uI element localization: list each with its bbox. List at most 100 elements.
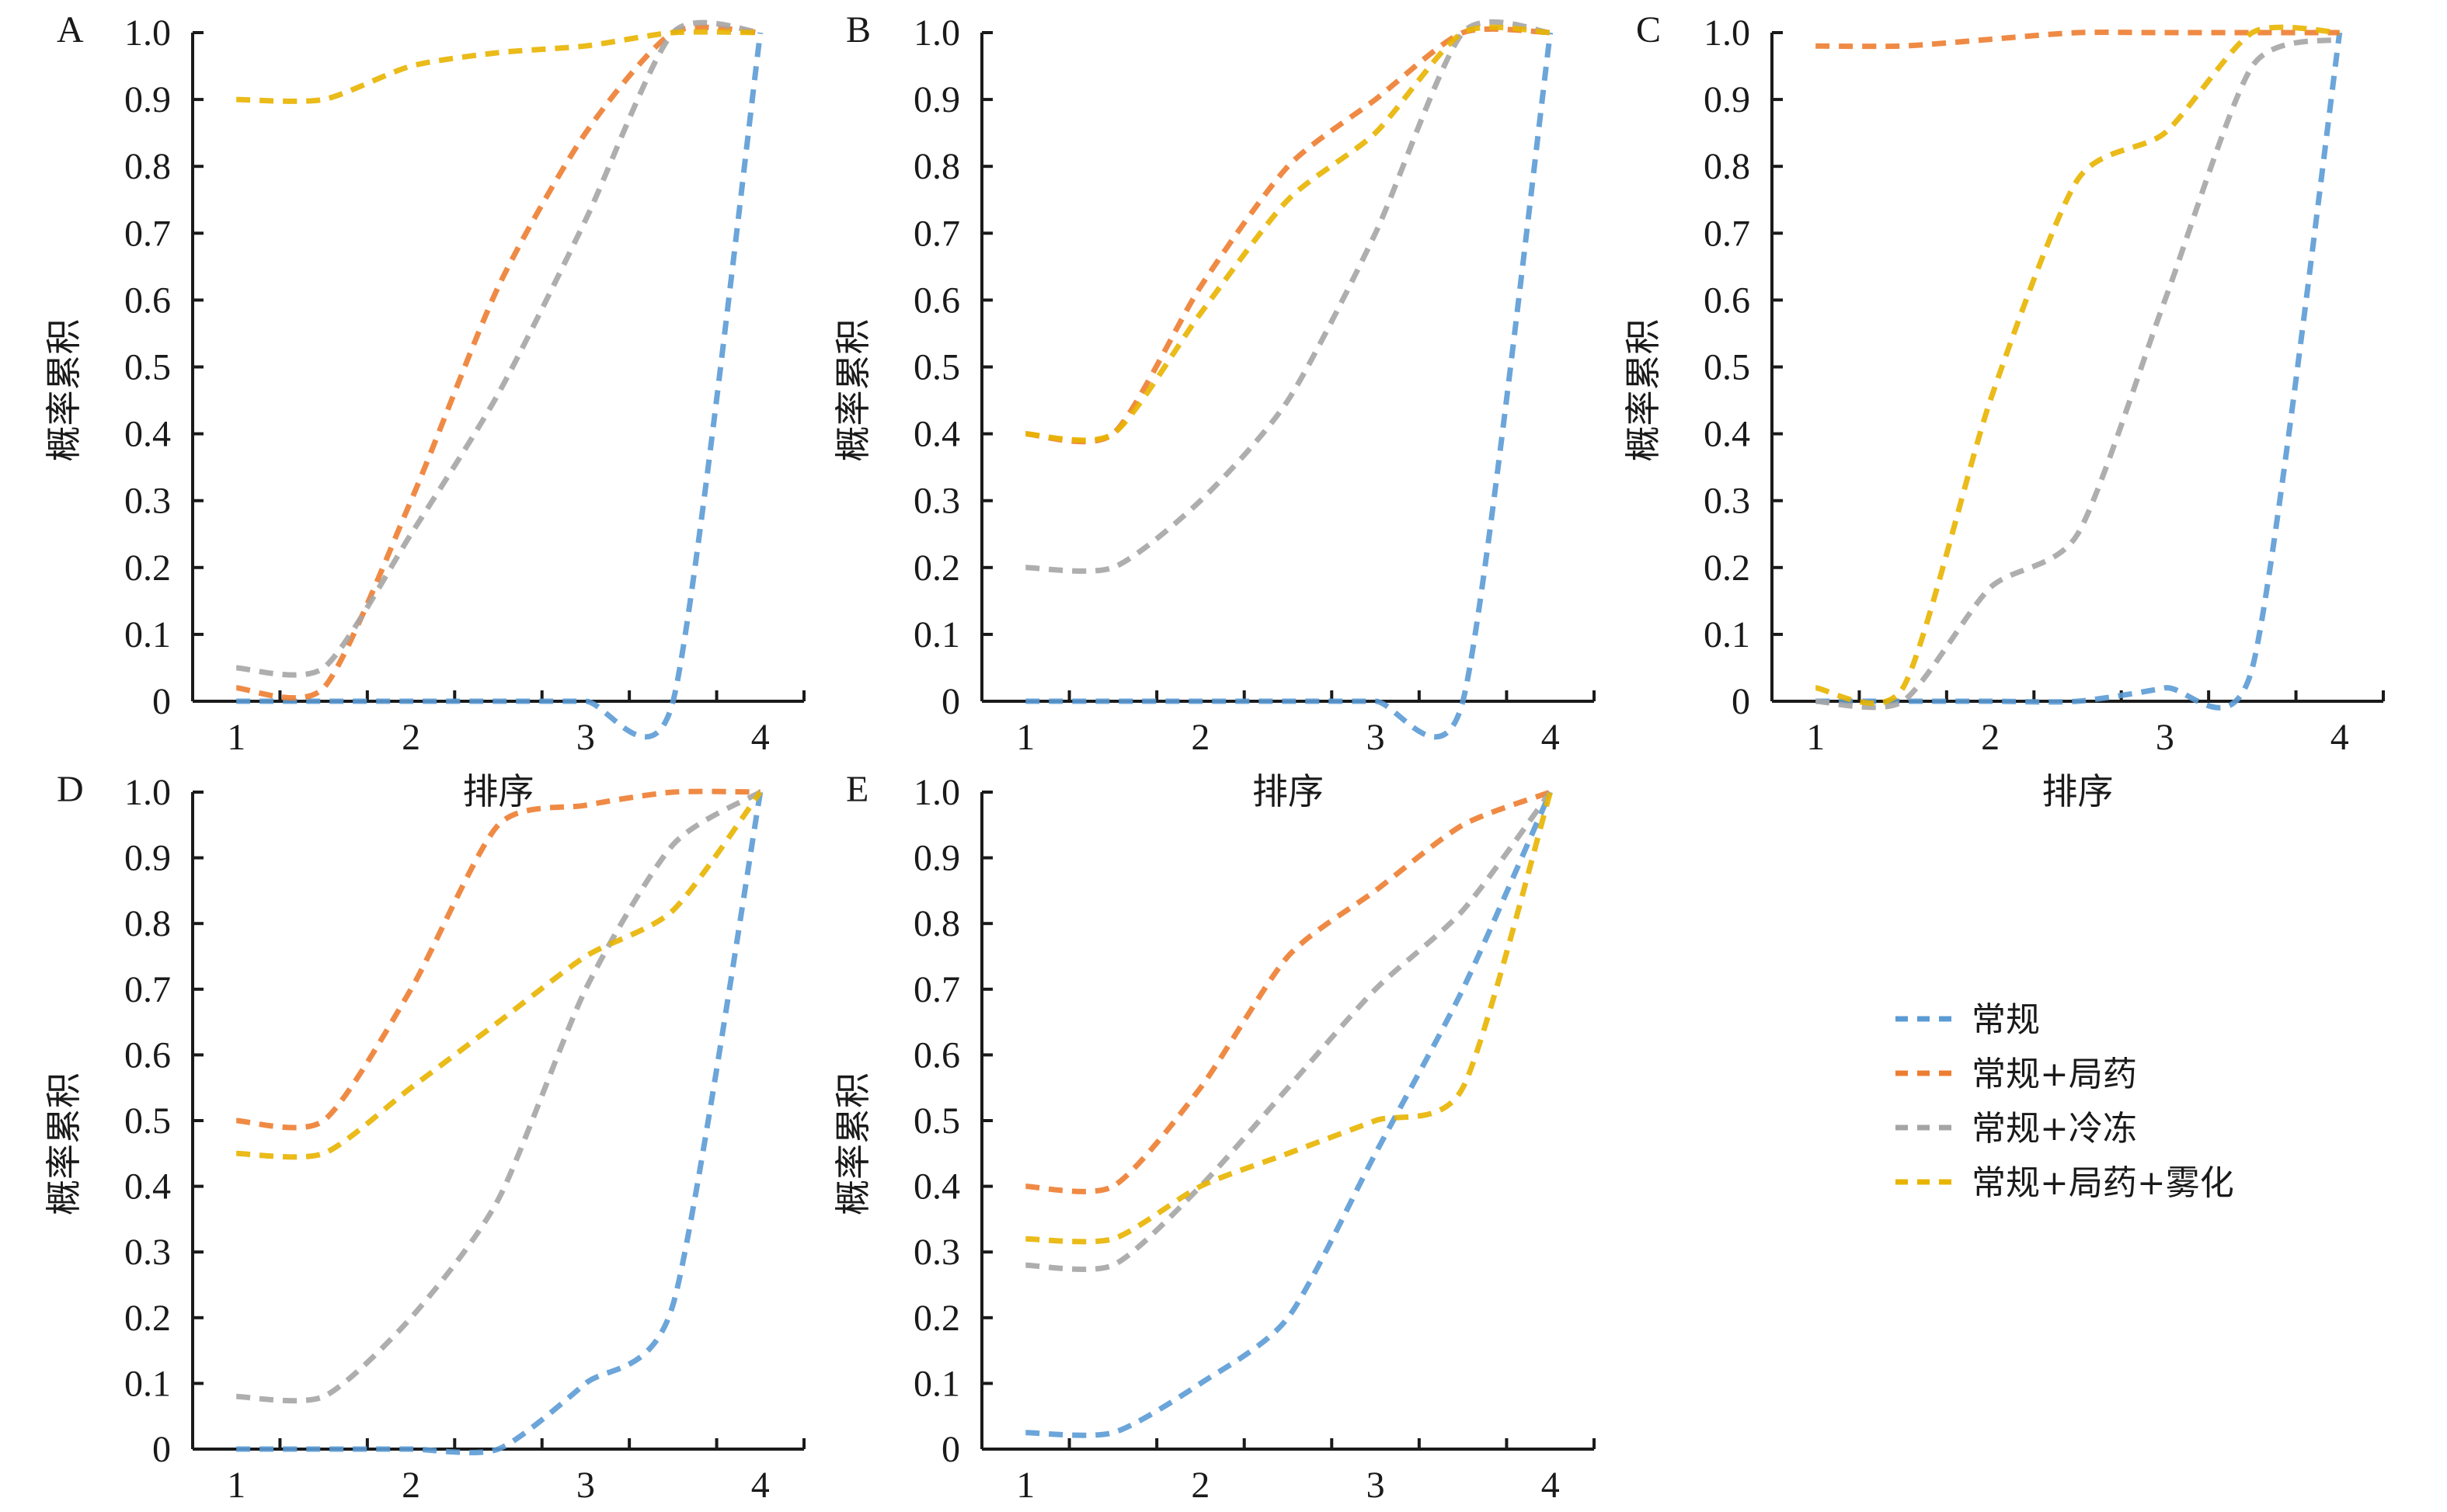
y-tick-label: 0.5 bbox=[124, 347, 171, 388]
x-tick-label: 2 bbox=[1981, 717, 2000, 758]
y-tick-label: 0.3 bbox=[1704, 481, 1750, 522]
y-tick-label: 0.1 bbox=[914, 1363, 960, 1404]
y-tick-label: 0.3 bbox=[124, 481, 171, 522]
y-tick-label: 0.4 bbox=[914, 414, 960, 455]
y-tick-label: 1.0 bbox=[914, 12, 960, 54]
x-tick-label: 1 bbox=[1806, 717, 1825, 758]
y-tick-label: 0.2 bbox=[914, 547, 960, 589]
y-tick-label: 0.7 bbox=[1704, 213, 1750, 254]
y-tick-label: 0.4 bbox=[124, 414, 171, 455]
x-tick-label: 3 bbox=[576, 717, 595, 758]
panel-e: E 0 0.1 0.2 0.3 0.4 0.5 0.6 0.7 0.8 0.9 1.0 1 2 3 4 排序概率… bbox=[832, 769, 1596, 1506]
series-line-conventional-topical-nebul bbox=[1025, 24, 1551, 443]
x-tick-label: 2 bbox=[402, 717, 420, 758]
panel-letter: C bbox=[1636, 9, 1661, 50]
x-tick-label: 1 bbox=[1016, 717, 1035, 758]
x-axis-title: 排序 bbox=[463, 770, 534, 812]
y-tick-label: 0.9 bbox=[124, 79, 171, 120]
y-tick-label: 0.5 bbox=[124, 1100, 171, 1142]
panel-c: C 0 0.1 0.2 0.3 0.4 0.5 0.6 0.7 0.8 0.9 1.0 1 2 3 4 排序 概率… bbox=[1622, 9, 2385, 812]
panel-letter: A bbox=[57, 9, 84, 50]
panel-d: D 0 0.1 0.2 0.3 0.4 0.5 0.6 0.7 0.8 0.9 1.0 1 2 3 4 排序概率… bbox=[43, 769, 806, 1506]
y-tick-label: 0.6 bbox=[914, 1034, 960, 1076]
y-tick-label: 1.0 bbox=[124, 12, 171, 54]
series-line-conventional-topical bbox=[1815, 30, 2340, 50]
series-line-conventional-topical-nebul bbox=[236, 29, 761, 104]
series-line-conventional bbox=[236, 791, 764, 1456]
y-tick-label: 0.7 bbox=[914, 213, 960, 254]
y-tick-label: 1.0 bbox=[1704, 12, 1750, 54]
legend-label: 常规 bbox=[1972, 1000, 2040, 1040]
panels-group: A00.10.20.30.40.50.60.70.80.91.01 2 3 4排序概率… bbox=[43, 9, 2385, 1506]
legend-label: 常规+局药+雾化 bbox=[1972, 1163, 2234, 1203]
y-tick-label: 0.2 bbox=[1704, 547, 1750, 589]
series-line-conventional-cryo bbox=[235, 19, 761, 678]
series-line-conventional-topical-nebul bbox=[236, 790, 763, 1160]
x-tick-label: 3 bbox=[1366, 717, 1385, 758]
y-tick-label: 0.8 bbox=[124, 903, 171, 944]
legend-label: 常规+冷冻 bbox=[1972, 1109, 2137, 1149]
legend-label: 常规+局药 bbox=[1972, 1055, 2137, 1094]
series-line-conventional-topical bbox=[1025, 26, 1551, 445]
y-axis-title: 概率累积 bbox=[832, 319, 874, 462]
y-tick-label: 0 bbox=[152, 681, 171, 722]
series-line-conventional bbox=[236, 32, 764, 740]
y-tick-label: 0.6 bbox=[1704, 280, 1750, 321]
y-axis-title: 概率累积 bbox=[832, 1072, 874, 1215]
y-tick-label: 0.8 bbox=[914, 146, 960, 187]
y-tick-label: 0.8 bbox=[914, 903, 960, 944]
panel-letter: D bbox=[57, 769, 84, 810]
legend-item: 常规+局药+雾化 bbox=[1895, 1163, 2234, 1203]
y-axis-title: 概率累积 bbox=[43, 1072, 85, 1215]
series-line-conventional bbox=[1025, 32, 1554, 740]
x-axis-title: 排序 bbox=[1252, 770, 1324, 812]
x-tick-label: 2 bbox=[402, 1465, 420, 1506]
y-tick-label: 0.1 bbox=[914, 614, 960, 655]
y-tick-label: 0.4 bbox=[1704, 414, 1750, 455]
series-line-conventional bbox=[1025, 791, 1553, 1438]
x-tick-label: 3 bbox=[576, 1465, 595, 1506]
y-tick-label: 0.2 bbox=[914, 1298, 960, 1339]
x-tick-label: 1 bbox=[227, 717, 245, 758]
y-tick-label: 0.1 bbox=[124, 1363, 171, 1404]
x-tick-label: 4 bbox=[2330, 717, 2349, 758]
series-line-conventional-cryo bbox=[1025, 790, 1553, 1272]
panel-letter: E bbox=[846, 769, 868, 810]
y-tick-label: 1.0 bbox=[914, 772, 960, 813]
y-tick-label: 0.1 bbox=[1704, 614, 1750, 655]
series-line-conventional-cryo bbox=[1025, 19, 1551, 574]
series-line-conventional-topical-nebul bbox=[1815, 24, 2341, 706]
y-tick-label: 0.6 bbox=[124, 280, 171, 321]
y-tick-label: 0.7 bbox=[124, 213, 171, 254]
y-tick-label: 0.6 bbox=[124, 1034, 171, 1076]
series-line-conventional-topical-nebul bbox=[1025, 791, 1554, 1245]
panel-letter: B bbox=[846, 9, 871, 50]
y-tick-label: 0.7 bbox=[914, 969, 960, 1010]
x-tick-label: 1 bbox=[227, 1465, 245, 1506]
series-line-conventional-topical bbox=[1025, 789, 1551, 1194]
y-tick-label: 0.9 bbox=[914, 838, 960, 879]
y-tick-label: 1.0 bbox=[124, 772, 171, 813]
y-tick-label: 0.8 bbox=[124, 146, 171, 187]
y-tick-label: 0.9 bbox=[124, 838, 171, 879]
x-tick-label: 3 bbox=[1366, 1465, 1385, 1506]
series-line-conventional-topical bbox=[235, 24, 761, 701]
series-line-conventional-cryo bbox=[1815, 36, 2341, 711]
y-tick-label: 0.5 bbox=[1704, 347, 1750, 388]
x-tick-label: 4 bbox=[1541, 717, 1560, 758]
y-axis-title: 概率累积 bbox=[1622, 319, 1664, 462]
y-tick-label: 0 bbox=[1732, 681, 1750, 722]
y-tick-label: 0.5 bbox=[914, 347, 960, 388]
x-tick-label: 1 bbox=[1016, 1465, 1035, 1506]
y-tick-label: 0.8 bbox=[1704, 146, 1750, 187]
y-tick-label: 0 bbox=[942, 681, 960, 722]
y-tick-label: 0 bbox=[152, 1429, 171, 1470]
y-tick-label: 0.2 bbox=[124, 547, 171, 589]
series-line-conventional bbox=[1815, 32, 2343, 711]
y-tick-label: 0.3 bbox=[124, 1232, 171, 1273]
y-tick-label: 0.9 bbox=[1704, 79, 1750, 120]
y-tick-label: 0.1 bbox=[124, 614, 171, 655]
y-tick-label: 0.4 bbox=[124, 1166, 171, 1208]
